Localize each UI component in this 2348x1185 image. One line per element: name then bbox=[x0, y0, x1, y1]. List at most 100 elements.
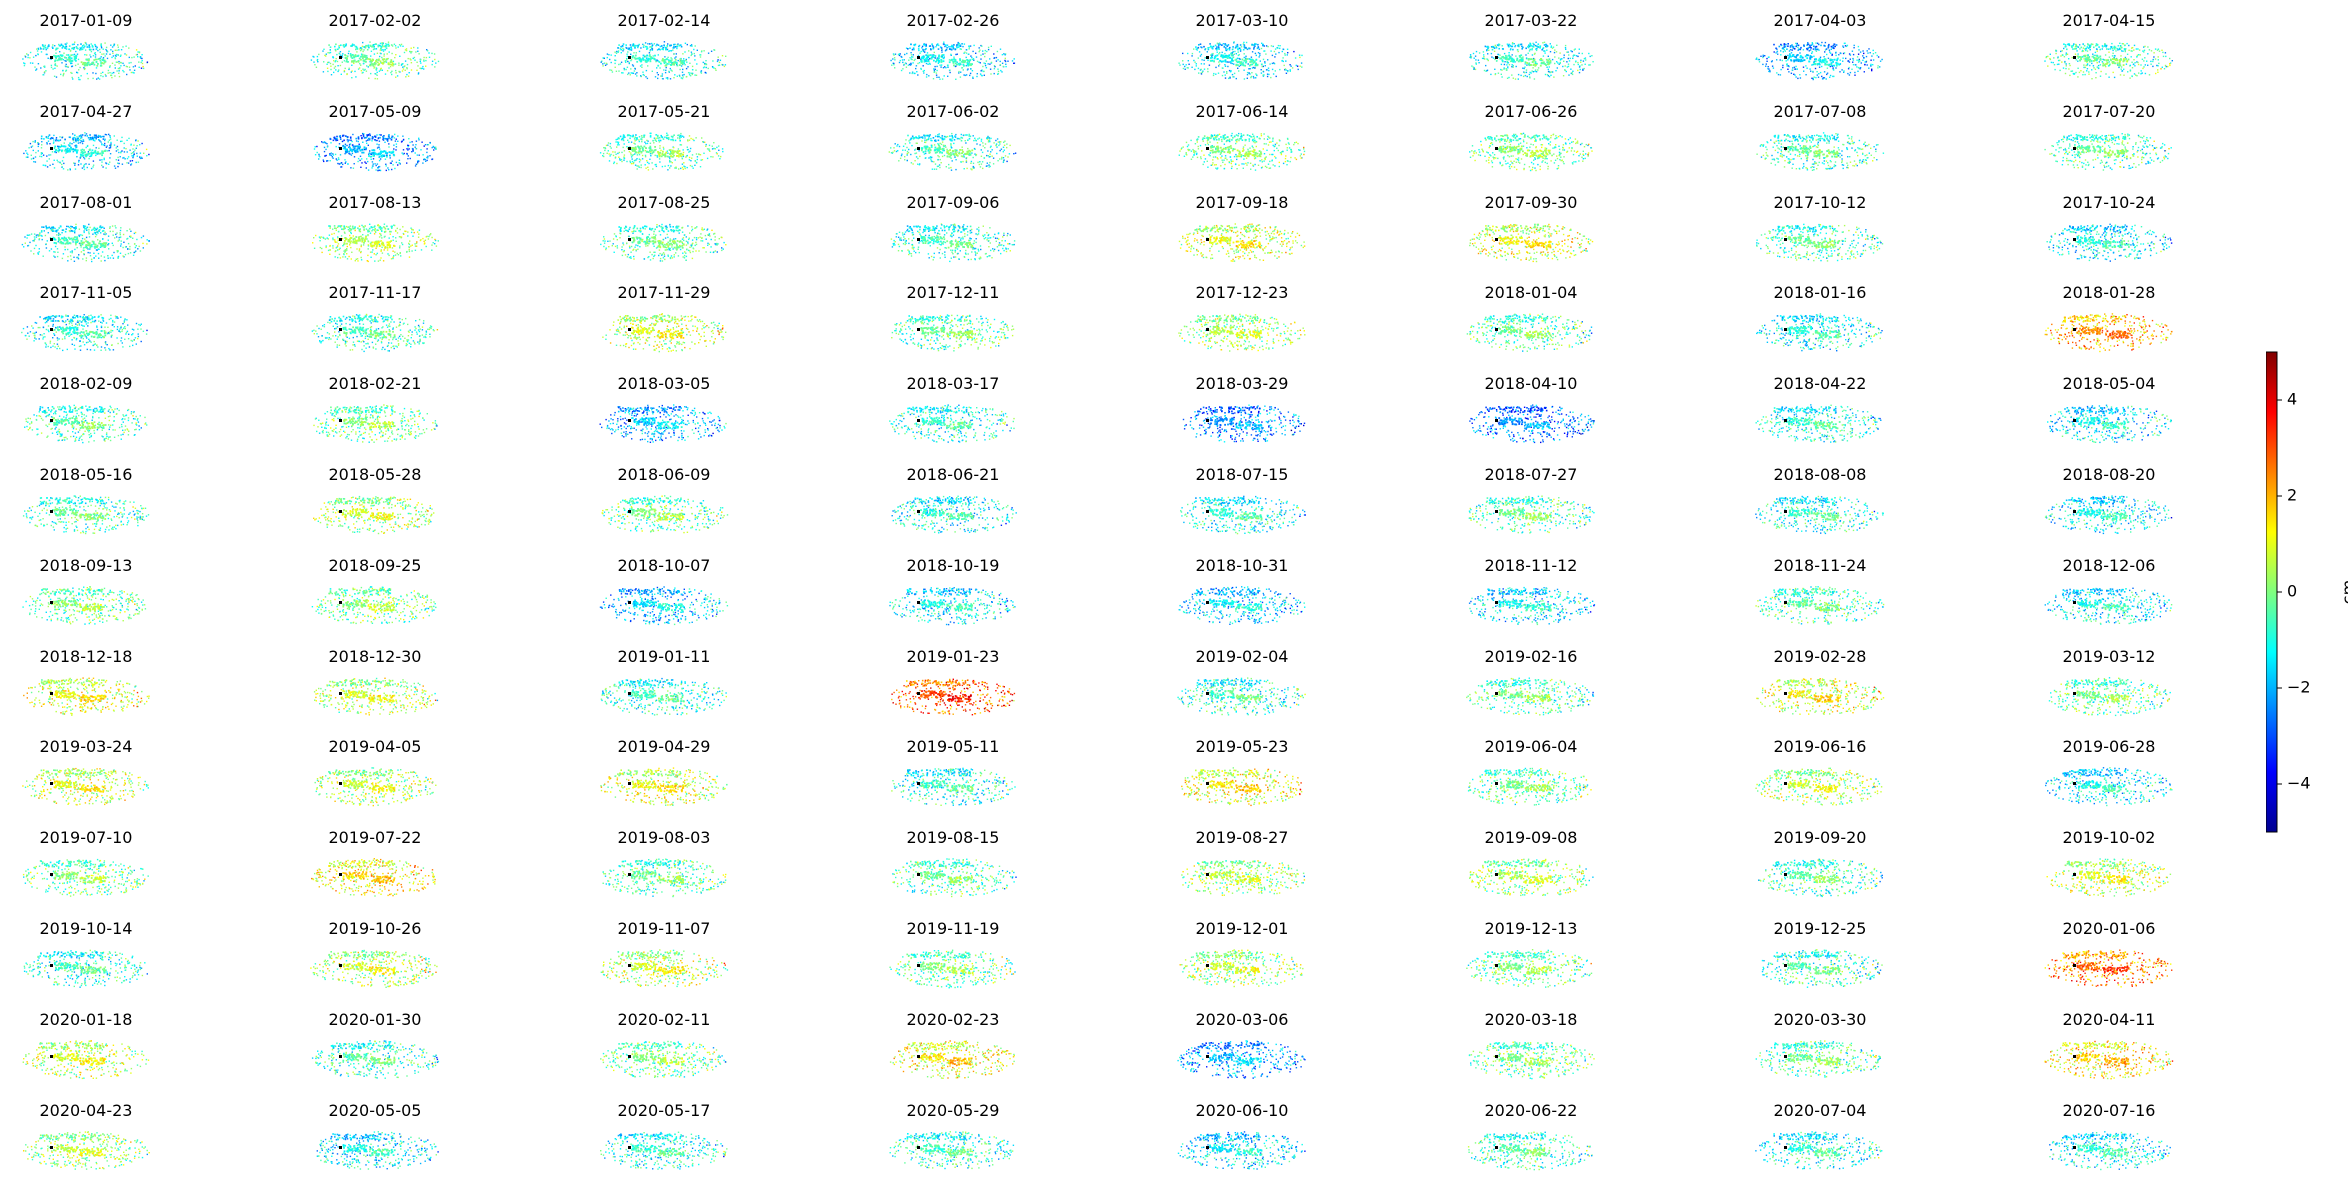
pixel-point bbox=[966, 61, 969, 64]
pixel-point bbox=[380, 62, 382, 64]
pixel-point bbox=[1007, 60, 1009, 62]
pixel-point bbox=[681, 74, 684, 76]
pixel-point bbox=[384, 158, 387, 160]
pixel-point bbox=[1211, 54, 1214, 56]
pixel-point bbox=[2095, 77, 2097, 79]
pixel-point bbox=[620, 158, 623, 161]
pixel-point bbox=[2116, 59, 2119, 62]
pixel-point bbox=[102, 144, 105, 146]
pixel-point bbox=[1200, 63, 1203, 65]
pixel-point bbox=[645, 60, 648, 63]
pixel-point bbox=[1556, 44, 1558, 46]
pixel-point bbox=[85, 163, 87, 165]
pixel-point bbox=[1255, 63, 1257, 66]
pixel-point bbox=[996, 50, 999, 53]
pixel-point bbox=[2085, 57, 2088, 60]
pixel-point bbox=[330, 65, 332, 67]
pixel-point bbox=[1200, 46, 1202, 48]
pixel-point bbox=[2118, 48, 2121, 50]
pixel-point bbox=[376, 139, 378, 142]
pixel-point bbox=[374, 135, 376, 138]
pixel-point bbox=[379, 136, 381, 139]
pixel-point bbox=[49, 164, 51, 166]
pixel-point bbox=[73, 43, 75, 45]
pixel-point bbox=[34, 161, 37, 163]
pixel-point bbox=[619, 48, 622, 50]
pixel-point bbox=[335, 158, 337, 160]
pixel-point bbox=[1799, 77, 1802, 79]
pixel-point bbox=[2133, 59, 2135, 61]
pixel-point bbox=[666, 46, 668, 48]
pixel-point bbox=[959, 44, 962, 47]
pixel-point bbox=[2169, 62, 2172, 64]
pixel-point bbox=[1498, 47, 1500, 50]
pixel-point bbox=[74, 145, 76, 147]
pixel-point bbox=[984, 62, 986, 65]
pixel-point bbox=[363, 69, 365, 71]
pixel-point bbox=[933, 69, 936, 72]
pixel-point bbox=[649, 142, 652, 144]
pixel-point bbox=[367, 134, 370, 136]
pixel-point bbox=[343, 70, 346, 72]
pixel-point bbox=[2134, 65, 2136, 67]
pixel-point bbox=[369, 41, 371, 43]
pixel-point bbox=[1500, 68, 1502, 71]
pixel-point bbox=[661, 75, 663, 77]
pixel-point bbox=[370, 63, 373, 65]
pixel-point bbox=[2113, 46, 2115, 49]
pixel-point bbox=[2087, 47, 2090, 49]
pixel-point bbox=[1533, 53, 1536, 55]
pixel-point bbox=[980, 58, 982, 60]
pixel-point bbox=[325, 148, 327, 151]
pixel-point bbox=[618, 151, 620, 154]
pixel-point bbox=[1831, 53, 1833, 56]
pixel-point bbox=[54, 59, 57, 62]
pixel-point bbox=[1800, 46, 1802, 49]
pixel-point bbox=[410, 52, 412, 54]
pixel-point bbox=[1209, 46, 1211, 49]
pixel-point bbox=[683, 136, 685, 138]
pixel-point bbox=[334, 65, 337, 68]
pixel-point bbox=[1779, 74, 1782, 76]
pixel-point bbox=[1204, 48, 1206, 51]
pixel-point bbox=[632, 43, 635, 45]
pixel-point bbox=[367, 45, 370, 48]
pixel-point bbox=[2143, 66, 2145, 68]
pixel-point bbox=[123, 71, 125, 73]
pixel-point bbox=[61, 149, 64, 152]
pixel-point bbox=[382, 60, 385, 62]
pixel-point bbox=[633, 138, 636, 140]
pixel-point bbox=[1550, 46, 1552, 48]
pixel-point bbox=[685, 155, 688, 157]
pixel-point bbox=[2136, 54, 2139, 56]
pixel-point bbox=[661, 153, 664, 156]
pixel-point bbox=[329, 153, 331, 155]
pixel-point bbox=[1195, 48, 1197, 50]
pixel-point bbox=[58, 56, 60, 58]
pixel-point bbox=[666, 58, 668, 61]
pixel-point bbox=[1224, 52, 1226, 55]
pixel-point bbox=[715, 152, 718, 154]
pixel-point bbox=[41, 44, 44, 46]
pixel-point bbox=[100, 141, 102, 143]
pixel-point bbox=[668, 70, 670, 73]
pixel-point bbox=[933, 68, 935, 70]
pixel-point bbox=[916, 71, 918, 73]
pixel-point bbox=[382, 137, 385, 139]
pixel-point bbox=[926, 54, 929, 57]
pixel-point bbox=[55, 57, 58, 59]
pixel-point bbox=[53, 134, 55, 137]
pixel-point bbox=[630, 68, 632, 70]
pixel-point bbox=[68, 145, 71, 147]
pixel-point bbox=[966, 69, 969, 71]
pixel-point bbox=[605, 62, 608, 65]
pixel-point bbox=[1814, 60, 1817, 63]
pixel-point bbox=[32, 157, 35, 159]
pixel-point bbox=[83, 44, 85, 46]
pixel-point bbox=[321, 141, 323, 143]
pixel-point bbox=[407, 155, 409, 157]
pixel-point bbox=[1229, 60, 1232, 63]
pixel-point bbox=[2054, 68, 2056, 71]
pixel-point bbox=[1510, 45, 1513, 48]
pixel-point bbox=[79, 142, 81, 144]
